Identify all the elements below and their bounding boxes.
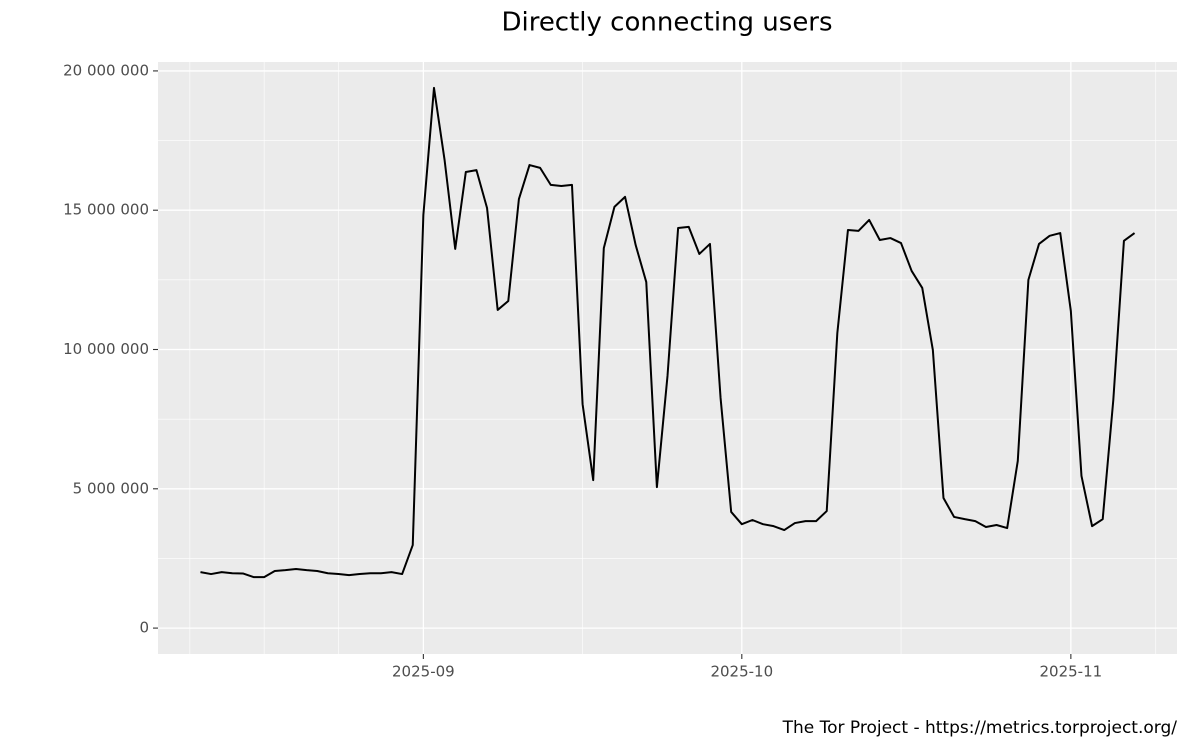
y-tick-label: 5 000 000: [73, 479, 149, 497]
x-tick-label: 2025-10: [710, 663, 773, 681]
chart-title: Directly connecting users: [501, 8, 832, 38]
y-tick-label: 0: [139, 619, 149, 637]
data-line: [200, 86, 1136, 579]
y-tick-label: 15 000 000: [63, 201, 149, 219]
caption: The Tor Project - https://metrics.torpro…: [782, 718, 1178, 738]
y-tick-label: 10 000 000: [63, 340, 149, 358]
plot-panel: [158, 62, 1177, 654]
y-tick-label: 20 000 000: [63, 61, 149, 79]
x-tick-label: 2025-11: [1040, 663, 1103, 681]
x-tick-label: 2025-09: [392, 663, 455, 681]
